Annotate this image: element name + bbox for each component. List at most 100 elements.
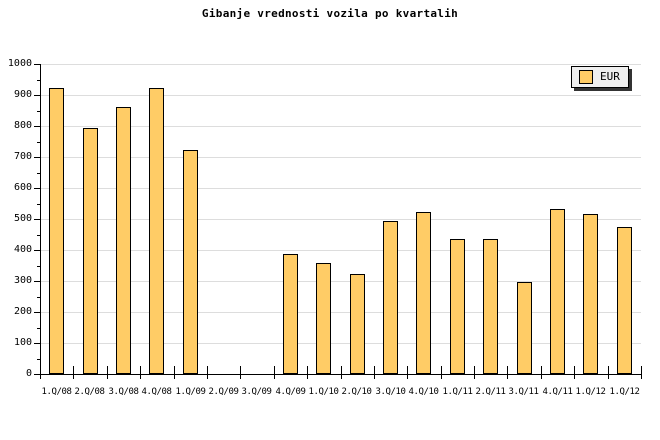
legend: EUR — [571, 66, 629, 88]
bar — [183, 150, 198, 374]
y-axis-label: 0 — [25, 368, 32, 379]
bar — [350, 274, 365, 374]
bar — [550, 209, 565, 374]
x-axis-tick — [240, 366, 241, 379]
x-axis-label: 1.Q/09 — [175, 387, 206, 397]
x-axis-label: 3.Q/08 — [108, 387, 139, 397]
x-axis-tick — [474, 366, 475, 379]
x-axis-label: 1.Q/08 — [41, 387, 72, 397]
bar — [583, 214, 598, 374]
y-axis-tick — [37, 328, 40, 329]
y-axis-tick — [34, 312, 40, 313]
x-axis-label: 4.Q/11 — [542, 387, 573, 397]
x-axis-tick — [40, 366, 41, 379]
y-axis-label: 100 — [13, 337, 32, 348]
y-axis-tick — [34, 374, 40, 375]
x-axis-label: 3.Q/11 — [508, 387, 539, 397]
y-axis-tick — [34, 64, 40, 65]
y-axis-label: 900 — [13, 89, 32, 100]
x-axis-tick — [407, 366, 408, 379]
x-axis-label: 1.Q/12 — [575, 387, 606, 397]
bar — [383, 221, 398, 374]
y-axis-label: 300 — [13, 275, 32, 286]
bar — [83, 128, 98, 374]
y-axis-line — [40, 64, 41, 375]
x-axis-tick — [174, 366, 175, 379]
bar — [49, 88, 64, 374]
y-axis-tick — [34, 219, 40, 220]
y-axis-tick — [34, 343, 40, 344]
x-axis-tick — [441, 366, 442, 379]
x-axis-tick — [541, 366, 542, 379]
bar — [617, 227, 632, 374]
legend-label: EUR — [600, 70, 620, 83]
y-gridline — [40, 250, 641, 251]
bar — [416, 212, 431, 374]
bar — [450, 239, 465, 374]
x-axis-tick — [507, 366, 508, 379]
x-axis-tick — [140, 366, 141, 379]
x-axis-label: 1.Q/11 — [442, 387, 473, 397]
y-axis-tick — [34, 250, 40, 251]
y-axis-tick — [37, 359, 40, 360]
x-axis-tick — [374, 366, 375, 379]
bar — [283, 254, 298, 374]
y-axis-tick — [37, 266, 40, 267]
x-axis-label: 4.Q/09 — [275, 387, 306, 397]
y-axis-tick — [37, 111, 40, 112]
y-axis-tick — [34, 188, 40, 189]
x-axis-tick — [274, 366, 275, 379]
x-axis-tick — [73, 366, 74, 379]
y-axis-tick — [34, 95, 40, 96]
y-gridline — [40, 188, 641, 189]
bar — [483, 239, 498, 374]
y-gridline — [40, 343, 641, 344]
x-axis-tick — [107, 366, 108, 379]
x-axis-tick — [341, 366, 342, 379]
x-axis-label: 2.Q/08 — [74, 387, 105, 397]
y-gridline — [40, 126, 641, 127]
y-gridline — [40, 95, 641, 96]
y-gridline — [40, 64, 641, 65]
y-axis-tick — [34, 157, 40, 158]
y-gridline — [40, 219, 641, 220]
y-axis-tick — [37, 80, 40, 81]
bar — [116, 107, 131, 374]
y-axis-label: 500 — [13, 213, 32, 224]
x-axis-label: 2.Q/10 — [341, 387, 372, 397]
y-axis-tick — [37, 142, 40, 143]
x-axis-label: 3.Q/10 — [375, 387, 406, 397]
y-axis-tick — [34, 126, 40, 127]
y-axis-label: 700 — [13, 151, 32, 162]
x-axis-label: 2.Q/11 — [475, 387, 506, 397]
x-axis-label: 4.Q/10 — [408, 387, 439, 397]
x-axis-label: 1.Q/12 — [609, 387, 640, 397]
x-axis-tick — [207, 366, 208, 379]
chart-title: Gibanje vrednosti vozila po kvartalih — [201, 7, 459, 20]
bar — [316, 263, 331, 374]
x-axis-tick — [574, 366, 575, 379]
y-axis-label: 400 — [13, 244, 32, 255]
x-axis-label: 3.Q/09 — [241, 387, 272, 397]
bar — [149, 88, 164, 374]
y-gridline — [40, 312, 641, 313]
y-axis-tick — [37, 173, 40, 174]
x-axis-label: 4.Q/08 — [141, 387, 172, 397]
y-gridline — [40, 157, 641, 158]
y-axis-tick — [37, 204, 40, 205]
x-axis-tick — [307, 366, 308, 379]
y-gridline — [40, 281, 641, 282]
y-axis-label: 200 — [13, 306, 32, 317]
legend-swatch-icon — [579, 70, 593, 84]
y-axis-label: 600 — [13, 182, 32, 193]
x-axis-label: 2.Q/09 — [208, 387, 239, 397]
y-axis-tick — [37, 235, 40, 236]
x-axis-label: 1.Q/10 — [308, 387, 339, 397]
y-axis-label: 1000 — [7, 58, 32, 69]
x-axis-tick — [608, 366, 609, 379]
x-axis-tick — [641, 366, 642, 379]
y-axis-tick — [37, 297, 40, 298]
y-axis-label: 800 — [13, 120, 32, 131]
bar — [517, 282, 532, 374]
